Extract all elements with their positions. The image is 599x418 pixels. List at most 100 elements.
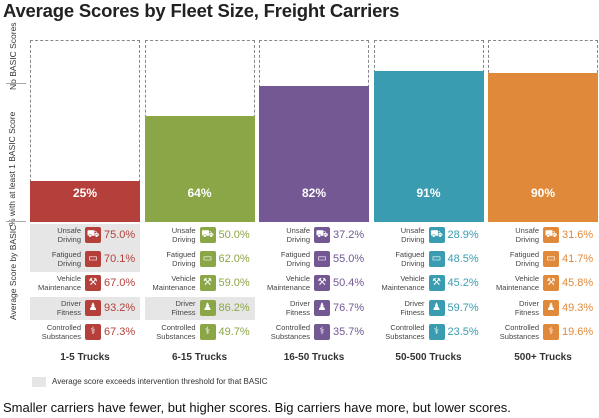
score-row: Driver Fitness ♟ 49.3% [488,297,598,321]
score-rows: Unsafe Driving ⛟ 75.0% Fatigued Driving ▭ 70.… [30,224,140,345]
score-row: Controlled Substances ⚕ 49.7% [145,321,255,345]
y-axis-label-average-score: Average Score by BASIC [8,224,18,320]
legend-swatch [32,377,46,387]
score-value: 45.8% [562,277,594,290]
syringe-icon: ⚕ [428,323,445,340]
person-icon: ♟ [428,299,445,316]
metric-label: Vehicle Maintenance [38,274,81,293]
score-value: 45.2% [447,277,479,290]
wrench-icon: ⚒ [85,275,101,292]
fleet-size-label: 500+ Trucks [514,352,572,363]
score-value: 49.7% [218,325,250,338]
score-value: 19.6% [562,325,594,338]
score-row: Unsafe Driving ⛟ 28.9% [374,224,484,248]
score-value: 37.2% [333,229,365,241]
score-value: 67.3% [104,325,136,338]
score-value: 41.7% [562,253,594,266]
metric-label: Fatigued Driving [51,250,81,269]
score-rows: Unsafe Driving ⛟ 31.6% Fatigued Driving ▭ 41.… [488,224,598,345]
metric-label: Driver Fitness [285,298,310,317]
score-value: 59.7% [447,301,479,314]
score-value: 23.5% [447,325,479,338]
score-row: Unsafe Driving ⛟ 50.0% [145,224,255,248]
score-row: Fatigued Driving ▭ 62.0% [145,248,255,272]
metric-label: Fatigued Driving [509,250,539,269]
fleet-column-4: 91% Unsafe Driving ⛟ 28.9% Fatigued Driving ▭… [373,40,484,370]
bar-value-label: 25% [72,186,98,200]
car-icon: ⛟ [428,227,445,243]
fleet-size-label: 50-500 Trucks [395,352,462,363]
person-icon: ♟ [199,299,216,316]
bar [373,70,484,222]
score-value: 93.2% [104,301,136,314]
metric-label: Fatigued Driving [395,250,425,269]
y-axis-label-percent: % with at least 1 BASIC Score [7,111,17,226]
metric-label: Vehicle Maintenance [496,274,539,293]
score-value: 48.5% [447,253,479,266]
score-row: Unsafe Driving ⛟ 31.6% [488,224,598,248]
score-value: 28.9% [447,229,479,241]
bar-value-label: 82% [301,186,327,200]
chart-caption: Smaller carriers have fewer, but higher … [3,400,511,415]
wrench-icon: ⚒ [428,275,445,292]
metric-label: Vehicle Maintenance [152,274,196,293]
score-row: Fatigued Driving ▭ 41.7% [488,248,598,272]
score-row: Vehicle Maintenance ⚒ 45.8% [488,272,598,296]
wrench-icon: ⚒ [199,275,216,292]
person-icon: ♟ [314,299,330,316]
metric-label: Unsafe Driving [286,226,310,244]
score-row: Driver Fitness ♟ 59.7% [374,297,484,321]
score-value: 59.0% [218,277,250,290]
score-rows: Unsafe Driving ⛟ 37.2% Fatigued Driving ▭ 55.… [259,224,369,345]
fleet-size-label: 6-15 Trucks [171,352,228,363]
score-value: 55.0% [333,253,365,266]
score-row: Driver Fitness ♟ 76.7% [259,297,369,321]
metric-label: Unsafe Driving [515,226,539,244]
score-row: Controlled Substances ⚕ 67.3% [30,321,140,345]
metric-label: Unsafe Driving [57,226,81,244]
syringe-icon: ⚕ [199,323,216,340]
car-icon: ⛟ [543,227,559,243]
score-value: 70.1% [104,253,136,266]
score-value: 50.4% [333,277,365,290]
metric-label: Unsafe Driving [400,226,425,244]
metric-label: Controlled Substances [270,322,310,341]
bed-icon: ▭ [543,251,559,268]
bed-icon: ▭ [314,251,330,268]
axis-separator [6,221,26,222]
wrench-icon: ⚒ [543,275,559,292]
metric-label: Driver Fitness [514,298,539,317]
metric-label: Vehicle Maintenance [381,274,425,293]
chart-title: Average Scores by Fleet Size, Freight Ca… [3,0,400,21]
fleet-size-label: 16-50 Trucks [283,352,345,363]
car-icon: ⛟ [199,227,216,243]
bed-icon: ▭ [85,251,101,268]
metric-label: Driver Fitness [400,298,425,317]
bar [259,85,369,222]
bar-value-label: 91% [416,186,441,200]
bar [144,115,255,222]
score-row: Vehicle Maintenance ⚒ 59.0% [145,272,255,296]
metric-label: Driver Fitness [171,298,196,317]
fleet-column-2: 64% Unsafe Driving ⛟ 50.0% Fatigued Driving ▭… [144,40,255,370]
metric-label: Driver Fitness [56,298,81,317]
score-value: 75.0% [104,229,136,241]
score-rows: Unsafe Driving ⛟ 28.9% Fatigued Driving ▭ 48.… [374,224,484,345]
score-row: Controlled Substances ⚕ 19.6% [488,321,598,345]
score-value: 62.0% [218,253,250,266]
syringe-icon: ⚕ [85,323,101,340]
legend-text: Average score exceeds intervention thres… [52,377,268,386]
car-icon: ⛟ [85,227,101,243]
metric-label: Controlled Substances [156,322,196,341]
metric-label: Controlled Substances [41,322,81,341]
score-row: Unsafe Driving ⛟ 37.2% [259,224,369,248]
score-value: 35.7% [333,325,365,338]
score-value: 76.7% [333,301,365,314]
car-icon: ⛟ [314,227,330,243]
score-row: Vehicle Maintenance ⚒ 67.0% [30,272,140,296]
metric-label: Fatigued Driving [280,250,310,269]
score-value: 49.3% [562,301,594,314]
fleet-column-3: 82% Unsafe Driving ⛟ 37.2% Fatigued Driving ▭… [259,40,369,370]
axis-separator [6,83,26,84]
fleet-column-1: 25% Unsafe Driving ⛟ 75.0% Fatigued Driving ▭… [30,40,140,370]
